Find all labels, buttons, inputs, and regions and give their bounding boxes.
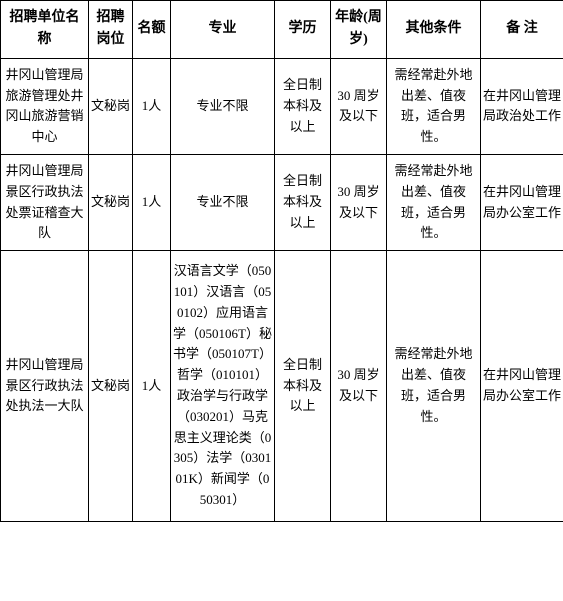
cell-quota: 1人 <box>133 58 171 154</box>
cell-age: 30 周岁及以下 <box>331 58 387 154</box>
cell-edu: 全日制本科及以上 <box>275 251 331 522</box>
cell-org: 井冈山管理局旅游管理处井冈山旅游营销中心 <box>1 58 89 154</box>
cell-age: 30 周岁及以下 <box>331 251 387 522</box>
header-row: 招聘单位名称 招聘岗位 名额 专业 学历 年龄(周岁) 其他条件 备 注 <box>1 1 563 59</box>
col-header-post: 招聘岗位 <box>89 1 133 59</box>
cell-age: 30 周岁及以下 <box>331 154 387 250</box>
col-header-note: 备 注 <box>481 1 563 59</box>
cell-note: 在井冈山管理局办公室工作 <box>481 154 563 250</box>
recruitment-table: 招聘单位名称 招聘岗位 名额 专业 学历 年龄(周岁) 其他条件 备 注 井冈山… <box>0 0 563 522</box>
table-row: 井冈山管理局景区行政执法处票证稽查大队 文秘岗 1人 专业不限 全日制本科及以上… <box>1 154 563 250</box>
col-header-edu: 学历 <box>275 1 331 59</box>
cell-post: 文秘岗 <box>89 154 133 250</box>
cell-note: 在井冈山管理局办公室工作 <box>481 251 563 522</box>
col-header-other: 其他条件 <box>387 1 481 59</box>
cell-edu: 全日制本科及以上 <box>275 154 331 250</box>
cell-post: 文秘岗 <box>89 58 133 154</box>
cell-other: 需经常赴外地出差、值夜班，适合男性。 <box>387 58 481 154</box>
table-row: 井冈山管理局景区行政执法处执法一大队 文秘岗 1人 汉语言文学（050101）汉… <box>1 251 563 522</box>
cell-major: 专业不限 <box>171 154 275 250</box>
col-header-org: 招聘单位名称 <box>1 1 89 59</box>
cell-quota: 1人 <box>133 251 171 522</box>
cell-note: 在井冈山管理局政治处工作 <box>481 58 563 154</box>
cell-major: 专业不限 <box>171 58 275 154</box>
cell-other: 需经常赴外地出差、值夜班，适合男性。 <box>387 251 481 522</box>
cell-post: 文秘岗 <box>89 251 133 522</box>
table-row: 井冈山管理局旅游管理处井冈山旅游营销中心 文秘岗 1人 专业不限 全日制本科及以… <box>1 58 563 154</box>
cell-org: 井冈山管理局景区行政执法处执法一大队 <box>1 251 89 522</box>
cell-other: 需经常赴外地出差、值夜班，适合男性。 <box>387 154 481 250</box>
cell-quota: 1人 <box>133 154 171 250</box>
cell-major: 汉语言文学（050101）汉语言（050102）应用语言学（050106T）秘书… <box>171 251 275 522</box>
col-header-quota: 名额 <box>133 1 171 59</box>
col-header-age: 年龄(周岁) <box>331 1 387 59</box>
cell-edu: 全日制本科及以上 <box>275 58 331 154</box>
cell-org: 井冈山管理局景区行政执法处票证稽查大队 <box>1 154 89 250</box>
col-header-major: 专业 <box>171 1 275 59</box>
